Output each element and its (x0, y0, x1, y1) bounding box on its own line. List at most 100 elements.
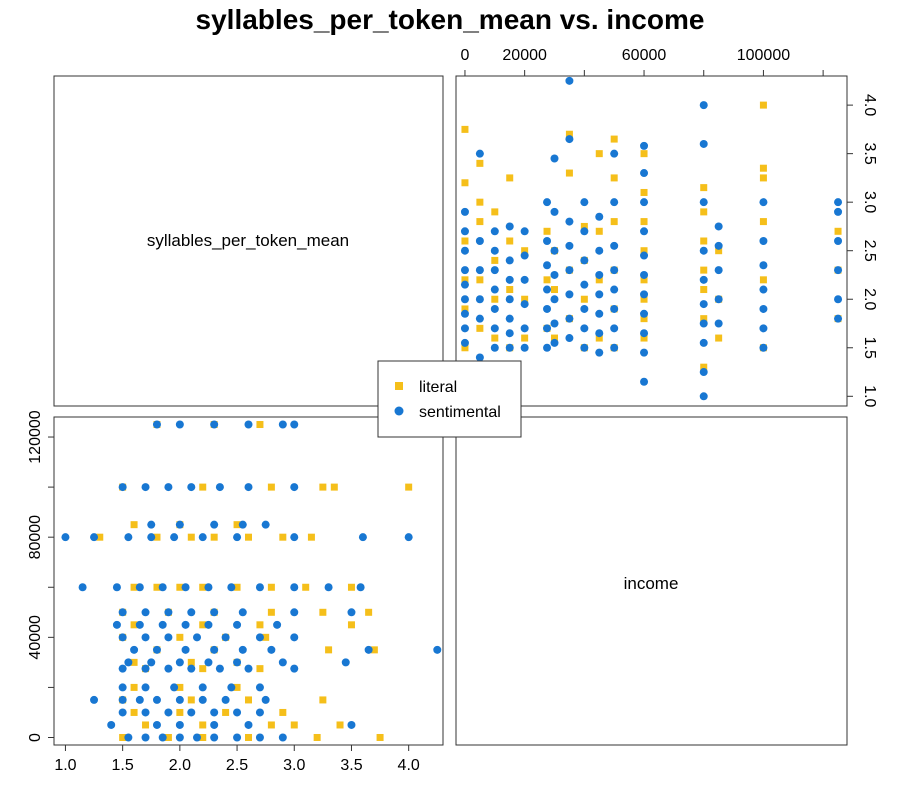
literal-point (543, 276, 551, 284)
sentimental-point (210, 645, 219, 654)
literal-point (700, 315, 708, 323)
literal-point (245, 533, 252, 541)
literal-point (164, 733, 172, 741)
literal-point (700, 184, 708, 192)
literal-point (267, 583, 275, 591)
literal-point (640, 315, 648, 323)
sentimental-point (565, 290, 574, 299)
sentimental-point (714, 241, 723, 250)
sentimental-point (273, 620, 282, 629)
legend-literal-marker (395, 382, 403, 390)
literal-point (491, 208, 499, 216)
sentimental-point (118, 683, 127, 692)
sentimental-point (152, 420, 161, 429)
sentimental-point (170, 533, 179, 542)
sentimental-point (550, 338, 559, 347)
sentimental-point (118, 608, 127, 617)
literal-point (506, 237, 514, 245)
literal-point (476, 324, 484, 332)
literal-point (461, 305, 469, 313)
literal-point (715, 247, 723, 255)
literal-point (313, 733, 321, 741)
sentimental-point (364, 645, 373, 654)
tick-label: 20000 (502, 47, 547, 64)
sentimental-point (505, 295, 514, 304)
sentimental-point (124, 733, 133, 742)
sentimental-point (147, 658, 156, 667)
sentimental-point (175, 733, 184, 742)
sentimental-point (520, 227, 529, 236)
tick-label: 3.0 (861, 191, 878, 213)
sentimental-point (118, 483, 127, 492)
literal-point (700, 237, 708, 245)
literal-point (199, 483, 207, 491)
sentimental-point (238, 520, 247, 529)
sentimental-point (460, 207, 469, 216)
sentimental-point (490, 324, 499, 333)
sentimental-point (550, 319, 559, 328)
sentimental-point (759, 237, 768, 245)
sentimental-point (181, 583, 190, 592)
literal-point (476, 198, 484, 206)
panel-bottom-left-frame (53, 416, 444, 746)
sentimental-point (404, 533, 413, 542)
sentimental-point (520, 251, 529, 260)
literal-point (347, 621, 355, 629)
sentimental-point (475, 353, 484, 362)
sentimental-point (278, 658, 287, 667)
sentimental-point (640, 198, 649, 207)
literal-point (199, 665, 207, 673)
sentimental-point (118, 633, 127, 642)
sentimental-point (640, 227, 649, 236)
literal-point (476, 159, 484, 167)
literal-point (290, 721, 298, 729)
sentimental-point (118, 664, 127, 673)
sentimental-point (595, 270, 604, 279)
literal-point (130, 583, 138, 591)
sentimental-point (543, 261, 552, 270)
literal-point (142, 721, 150, 729)
literal-point (476, 276, 484, 284)
tick-label: 80000 (27, 515, 44, 560)
literal-point (319, 696, 327, 704)
sentimental-point (255, 683, 264, 692)
literal-point (119, 733, 127, 741)
sentimental-point (118, 695, 127, 704)
sentimental-point (505, 343, 514, 352)
sentimental-point (640, 329, 649, 338)
sentimental-point (610, 285, 619, 294)
sentimental-point (699, 319, 708, 328)
sentimental-point (610, 198, 619, 207)
sentimental-point (193, 633, 202, 642)
sentimental-point (198, 683, 207, 692)
sentimental-point (460, 280, 469, 289)
legend-box (377, 360, 522, 438)
sentimental-point (565, 266, 574, 275)
sentimental-point (460, 266, 469, 275)
literal-point (256, 421, 264, 429)
sentimental-point (158, 620, 167, 629)
sentimental-point (135, 695, 144, 704)
literal-point (491, 295, 499, 303)
literal-point (376, 733, 384, 741)
sentimental-point (699, 101, 708, 110)
sentimental-point (124, 658, 133, 667)
tick-label: 0 (27, 733, 44, 742)
sentimental-point (550, 270, 559, 279)
literal-point (130, 683, 138, 691)
sentimental-point (233, 733, 242, 742)
literal-point (245, 733, 252, 741)
sentimental-point (255, 633, 264, 642)
panel-top-right-frame (455, 75, 848, 407)
sentimental-point (520, 343, 529, 352)
sentimental-point (505, 329, 514, 338)
sentimental-point (490, 227, 499, 236)
sentimental-point (141, 608, 150, 617)
sentimental-point (187, 664, 196, 673)
sentimental-point (358, 533, 367, 542)
sentimental-point (221, 633, 230, 642)
literal-point (461, 237, 469, 245)
literal-point (279, 533, 287, 541)
sentimental-point (210, 720, 219, 729)
sentimental-point (699, 392, 708, 401)
